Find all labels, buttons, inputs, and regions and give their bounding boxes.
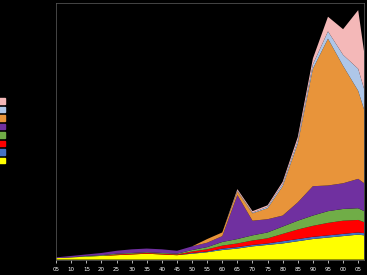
Legend: , , , , , , , : , , , , , , , <box>0 97 12 165</box>
